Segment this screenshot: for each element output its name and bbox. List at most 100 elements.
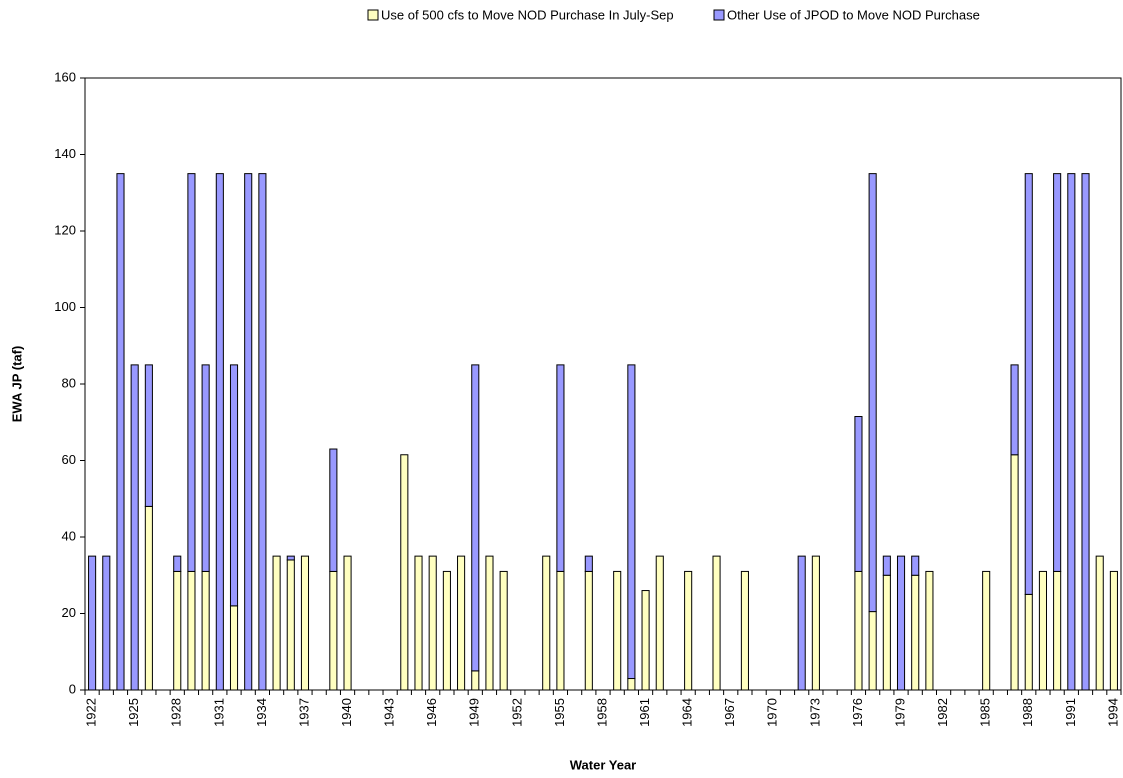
bar-segment — [130, 364, 139, 691]
y-axis-title: EWA JP (taf) — [9, 346, 24, 423]
bar-segment — [1095, 555, 1104, 691]
bar-segment — [868, 611, 877, 691]
x-axis-title: Water Year — [570, 757, 637, 772]
bar-segment — [102, 555, 111, 691]
bar-segment — [854, 570, 863, 691]
x-tick-label: 1955 — [552, 698, 567, 727]
bar-segment — [896, 555, 906, 691]
x-tick-label: 1946 — [424, 698, 439, 727]
bar-segment — [925, 570, 934, 691]
bar-segment — [1053, 570, 1062, 691]
bar-segment — [1053, 173, 1062, 572]
x-tick-label: 1982 — [935, 698, 950, 727]
x-tick-label: 1970 — [765, 698, 780, 727]
bar-segment — [329, 448, 338, 572]
legend-swatch — [713, 9, 725, 21]
bar-segment — [641, 590, 650, 691]
bar-segment — [343, 555, 352, 691]
bar-segment — [868, 173, 877, 613]
bar-segment — [1081, 173, 1090, 691]
x-tick-label: 1925 — [126, 698, 141, 727]
bar-segment — [144, 505, 153, 691]
bar-segment — [428, 555, 437, 691]
bar-segment — [1038, 570, 1047, 691]
legend-label: Use of 500 cfs to Move NOD Purchase In J… — [381, 7, 674, 22]
x-tick-label: 1940 — [339, 698, 354, 727]
plot-frame — [84, 77, 1122, 691]
bar-segment — [329, 570, 338, 691]
x-tick-label: 1973 — [807, 698, 822, 727]
x-tick-label: 1994 — [1105, 698, 1120, 727]
bar-segment — [1010, 364, 1019, 456]
y-tick-label: 120 — [54, 222, 76, 237]
bar-segment — [1067, 173, 1076, 691]
x-tick-label: 1952 — [509, 698, 524, 727]
bar-segment — [400, 454, 409, 691]
x-tick-label: 1964 — [680, 698, 695, 727]
x-tick-label: 1949 — [467, 698, 482, 727]
y-tick-label: 80 — [62, 375, 76, 390]
y-tick-label: 160 — [54, 69, 76, 84]
x-tick-label: 1958 — [594, 698, 609, 727]
bar-segment — [584, 555, 593, 572]
legend-swatch — [367, 9, 379, 21]
bar-segment — [144, 364, 153, 507]
bar-segment — [244, 173, 253, 691]
bar-segment — [229, 364, 239, 607]
bar-segment — [684, 570, 693, 691]
bar-segment — [187, 173, 196, 572]
bar-segment — [712, 555, 721, 691]
y-tick-label: 100 — [54, 299, 76, 314]
bar-segment — [442, 570, 451, 691]
bar-segment — [286, 559, 295, 691]
bar-segment — [471, 670, 480, 691]
y-tick-label: 60 — [62, 452, 76, 467]
bar-segment — [258, 173, 267, 691]
bar-segment — [542, 555, 551, 691]
bar-segment — [740, 570, 749, 691]
bar-segment — [627, 364, 636, 680]
bar-segment — [187, 570, 196, 691]
legend-label: Other Use of JPOD to Move NOD Purchase — [727, 7, 980, 22]
bar-segment — [556, 570, 565, 691]
bar-segment — [811, 555, 820, 691]
x-tick-label: 1961 — [637, 698, 652, 727]
bar-segment — [613, 570, 622, 691]
bar-segment — [457, 555, 466, 691]
bar-segment — [286, 555, 295, 561]
x-tick-label: 1988 — [1020, 698, 1035, 727]
x-tick-label: 1934 — [254, 698, 269, 727]
bar-segment — [1109, 570, 1118, 691]
x-tick-label: 1985 — [978, 698, 993, 727]
x-tick-label: 1928 — [169, 698, 184, 727]
y-tick-label: 140 — [54, 146, 76, 161]
bar-segment — [882, 574, 891, 691]
bar-segment — [272, 555, 281, 691]
bar-segment — [854, 416, 863, 572]
bar-segment — [201, 364, 210, 572]
x-tick-label: 1979 — [892, 698, 907, 727]
x-tick-label: 1937 — [296, 698, 311, 727]
bar-segment — [882, 555, 891, 576]
y-tick-label: 0 — [69, 681, 76, 696]
bar-segment — [556, 364, 565, 572]
bar-segment — [1024, 593, 1033, 691]
bar-segment — [116, 173, 125, 691]
x-tick-label: 1976 — [850, 698, 865, 727]
bar-segment — [797, 555, 806, 691]
bar-segment — [911, 555, 920, 576]
bar-segment — [499, 570, 508, 691]
bar-segment — [88, 555, 97, 691]
x-tick-label: 1922 — [84, 698, 99, 727]
bar-segment — [414, 555, 423, 691]
bar-segment — [229, 605, 239, 691]
bar-segment — [584, 570, 593, 691]
bar-segment — [485, 555, 494, 691]
bar-segment — [201, 570, 210, 691]
x-tick-label: 1991 — [1063, 698, 1078, 727]
x-tick-label: 1931 — [211, 698, 226, 727]
bar-segment — [911, 574, 920, 691]
bar-segment — [1024, 173, 1033, 595]
bar-segment — [300, 555, 310, 691]
